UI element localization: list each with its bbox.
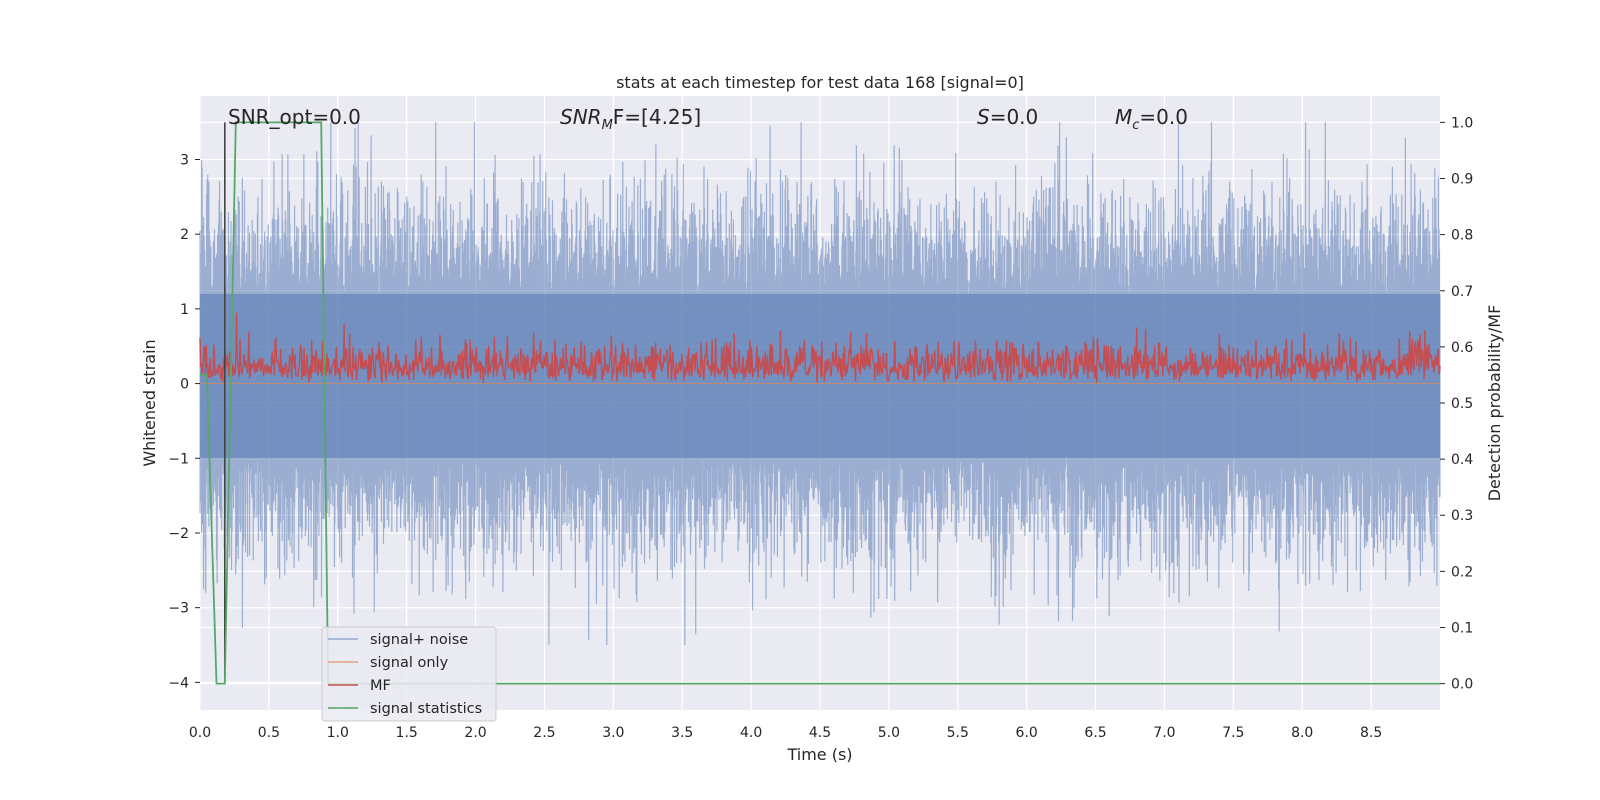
- x-tick-label: 4.0: [740, 725, 762, 741]
- x-tick-label: 5.5: [947, 725, 969, 741]
- x-tick-label: 2.5: [533, 725, 555, 741]
- signal-noise-band: [200, 293, 1440, 459]
- x-tick-label: 8.0: [1291, 725, 1313, 741]
- legend-label-signal-noise: signal+ noise: [370, 632, 468, 648]
- legend: signal+ noise signal only MF signal stat…: [321, 626, 497, 722]
- right-y-tick-label: 0.7: [1451, 284, 1473, 300]
- right-y-axis-label: Detection probability/MF: [1485, 305, 1504, 502]
- x-axis-label: Time (s): [786, 745, 852, 764]
- s-annotation: S=0.0: [977, 105, 1038, 129]
- snr-opt-annotation: SNR_opt=0.0: [228, 105, 361, 129]
- right-y-tick-label: 0.3: [1451, 508, 1473, 524]
- x-tick-label: 1.5: [396, 725, 418, 741]
- mc-value: =0.0: [1139, 105, 1188, 129]
- s-value: =0.0: [990, 105, 1039, 129]
- legend-label-signal-only: signal only: [370, 655, 449, 671]
- snr-mf-annotation: SNRMF=[4.25]: [560, 105, 701, 133]
- x-tick-label: 7.5: [1222, 725, 1244, 741]
- x-tick-label: 0.0: [189, 725, 211, 741]
- right-y-tick-label: 0.0: [1451, 677, 1473, 693]
- mf-series: [199, 312, 1441, 385]
- mf-line: [199, 312, 1441, 384]
- legend-label-signal-statistics: signal statistics: [370, 701, 482, 717]
- legend-label-mf: MF: [370, 678, 391, 694]
- right-y-tick-label: 0.1: [1451, 620, 1473, 636]
- x-tick-label: 1.0: [327, 725, 349, 741]
- snr-mf-symbol: SNR: [560, 105, 602, 129]
- x-tick-label: 3.5: [671, 725, 693, 741]
- right-y-tick-label: 1.0: [1451, 115, 1473, 131]
- x-tick-label: 6.0: [1016, 725, 1038, 741]
- mc-sub: c: [1132, 118, 1139, 133]
- right-y-tick-label: 0.4: [1451, 452, 1473, 468]
- y-tick-label: 3: [180, 152, 189, 168]
- y-axis-label: Whitened strain: [140, 339, 159, 466]
- x-tick-label: 3.0: [602, 725, 624, 741]
- snr-mf-tail: F=[4.25]: [613, 105, 701, 129]
- y-tick-label: −2: [168, 526, 189, 542]
- mc-symbol: M: [1115, 105, 1132, 129]
- y-axis-ticks: 3 2 1 0 −1 −2 −3 −4: [168, 152, 200, 691]
- x-tick-label: 5.0: [878, 725, 900, 741]
- y-tick-label: 0: [180, 377, 189, 393]
- signal-noise-series: [199, 122, 1441, 646]
- x-tick-label: 2.0: [464, 725, 486, 741]
- x-tick-label: 0.5: [258, 725, 280, 741]
- right-y-axis-ticks: 1.0 0.9 0.8 0.7 0.6 0.5 0.4 0.3 0.2 0.1 0.0: [1440, 115, 1473, 693]
- right-y-tick-label: 0.9: [1451, 172, 1473, 188]
- y-tick-label: 1: [180, 302, 189, 318]
- y-tick-label: 2: [180, 227, 189, 243]
- x-tick-label: 8.5: [1360, 725, 1382, 741]
- y-tick-label: −4: [168, 675, 189, 691]
- right-y-tick-label: 0.2: [1451, 564, 1473, 580]
- x-tick-label: 6.5: [1084, 725, 1106, 741]
- snr-mf-sub: M: [602, 118, 613, 133]
- x-axis-ticks: 0.0 0.5 1.0 1.5 2.0 2.5 3.0 3.5 4.0 4.5 5.0 5.5 6.0 6…: [189, 725, 1382, 741]
- y-tick-label: −1: [168, 451, 189, 467]
- y-tick-label: −3: [168, 601, 189, 617]
- x-tick-label: 4.5: [809, 725, 831, 741]
- legend-box: [321, 626, 497, 722]
- x-tick-label: 7.0: [1153, 725, 1175, 741]
- chart-title: stats at each timestep for test data 168…: [616, 73, 1024, 92]
- right-y-tick-label: 0.8: [1451, 228, 1473, 244]
- s-symbol: S: [977, 105, 990, 129]
- mc-annotation: Mc=0.0: [1115, 105, 1188, 133]
- right-y-tick-label: 0.6: [1451, 340, 1473, 356]
- right-y-tick-label: 0.5: [1451, 396, 1473, 412]
